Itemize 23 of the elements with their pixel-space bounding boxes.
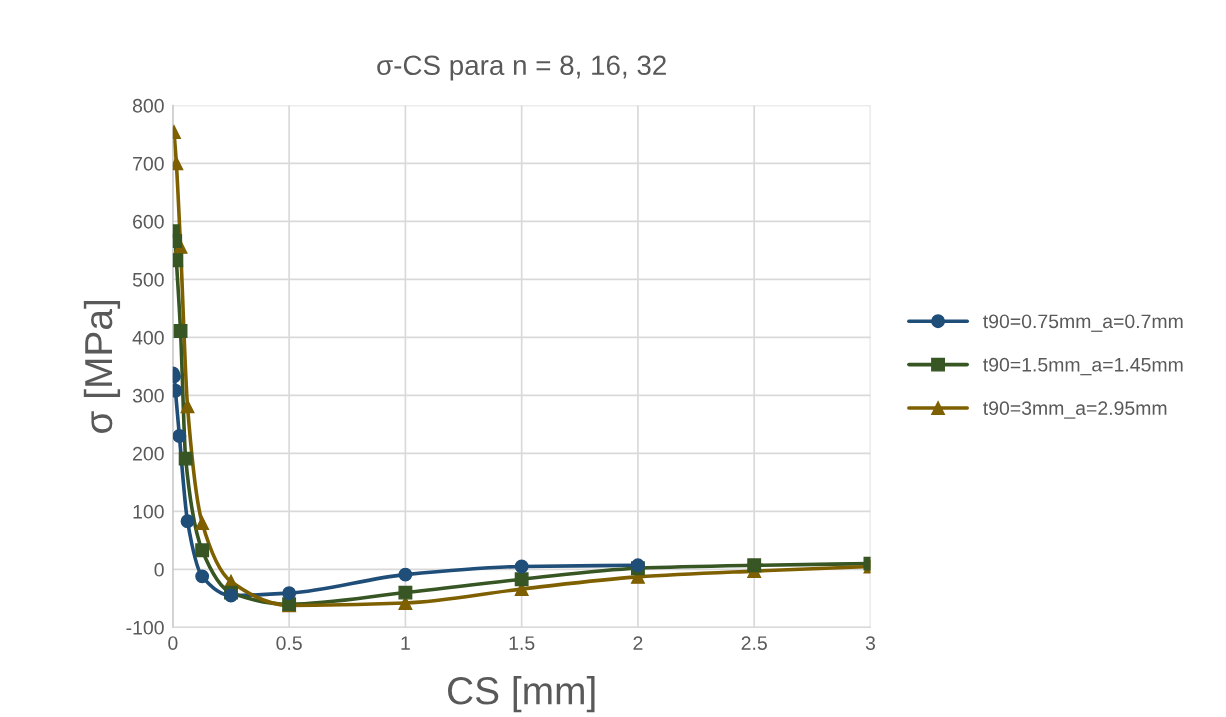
y-axis-title: σ [MPa] bbox=[83, 300, 121, 433]
x-tick-label: 2.5 bbox=[741, 636, 767, 650]
chart-title: σ-CS para n = 8, 16, 32 bbox=[377, 55, 666, 81]
x-tick-label: 3 bbox=[865, 636, 876, 650]
y-tick-label: 100 bbox=[133, 504, 164, 519]
y-tick-label: -100 bbox=[126, 620, 164, 635]
y-tick-label: 0 bbox=[154, 562, 164, 577]
x-tick-label: 0 bbox=[168, 636, 178, 650]
x-tick-label: 0.5 bbox=[276, 636, 302, 650]
y-tick-label: 800 bbox=[132, 98, 164, 113]
x-tick-label: 1.5 bbox=[509, 636, 535, 650]
x-axis-title: CS [mm] bbox=[448, 676, 595, 713]
y-tick-label: 600 bbox=[133, 214, 164, 229]
legend-label: t90=3mm_a=2.95mm bbox=[983, 401, 1167, 419]
y-tick-label: 500 bbox=[132, 272, 164, 287]
y-tick-label: 300 bbox=[132, 388, 164, 403]
x-tick-label: 2 bbox=[633, 636, 643, 650]
y-tick-label: 700 bbox=[133, 156, 164, 171]
legend-label: t90=1.5mm_a=1.45mm bbox=[983, 357, 1183, 376]
legend-label: t90=0.75mm_a=0.7mm bbox=[983, 314, 1183, 332]
y-tick-label: 200 bbox=[133, 446, 164, 461]
y-tick-label: 400 bbox=[132, 330, 164, 345]
x-tick-label: 1 bbox=[401, 636, 410, 650]
